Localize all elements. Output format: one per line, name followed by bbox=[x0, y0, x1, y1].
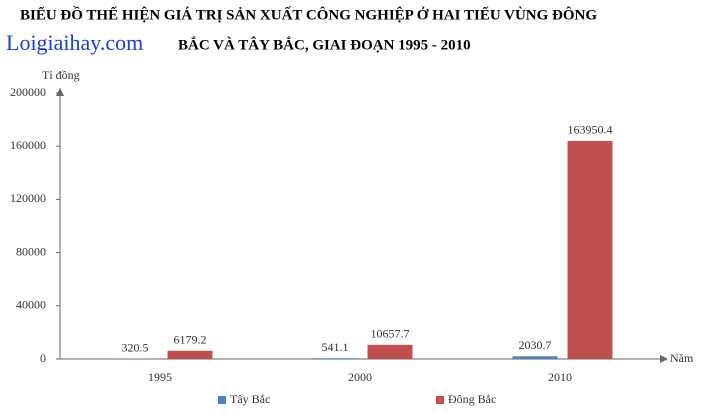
legend-label: Đông Bắc bbox=[448, 392, 496, 406]
data-label: 320.5 bbox=[122, 340, 149, 354]
watermark: Loigiaihay.com bbox=[6, 30, 143, 55]
chart-title: BIỂU ĐỒ THỂ HIỆN GIÁ TRỊ SẢN XUẤT CÔNG N… bbox=[20, 5, 597, 23]
bar bbox=[312, 358, 358, 359]
y-arrow bbox=[56, 88, 64, 96]
data-label: 10657.7 bbox=[371, 327, 410, 341]
y-tick-label: 0 bbox=[40, 351, 46, 365]
data-label: 163950.4 bbox=[568, 123, 613, 137]
x-tick-label: 2010 bbox=[548, 370, 572, 384]
y-tick-label: 40000 bbox=[16, 298, 46, 312]
legend-swatch bbox=[218, 396, 226, 404]
y-tick-label: 200000 bbox=[10, 85, 46, 99]
x-arrow bbox=[660, 355, 668, 363]
bar bbox=[512, 356, 558, 359]
legend-label: Tây Bắc bbox=[230, 392, 270, 406]
y-tick-label: 80000 bbox=[16, 244, 46, 258]
bar bbox=[567, 140, 613, 359]
data-label: 6179.2 bbox=[174, 333, 207, 347]
x-tick-label: 1995 bbox=[148, 370, 172, 384]
x-tick-label: 2000 bbox=[348, 370, 372, 384]
bar bbox=[167, 350, 213, 359]
data-label: 2030.7 bbox=[519, 338, 552, 352]
bar bbox=[367, 344, 413, 359]
data-label: 541.1 bbox=[322, 340, 349, 354]
y-axis-label: Tỉ đồng bbox=[42, 68, 80, 82]
y-tick-label: 160000 bbox=[10, 138, 46, 152]
chart-title: BẮC VÀ TÂY BẮC, GIAI ĐOẠN 1995 - 2010 bbox=[178, 36, 471, 53]
x-axis-label: Năm bbox=[670, 351, 694, 365]
y-tick-label: 120000 bbox=[10, 191, 46, 205]
legend-swatch bbox=[436, 396, 444, 404]
